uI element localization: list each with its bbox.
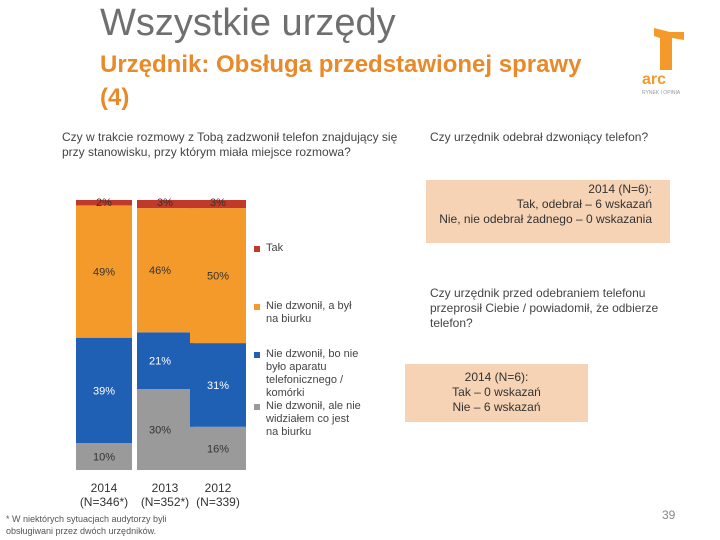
bar-segment-2013-4 — [137, 200, 193, 209]
category-label-2014: 2014 — [91, 481, 118, 495]
answered-info-box: 2014 (N=6): Tak, odebrał – 6 wskazań Nie… — [426, 180, 670, 243]
legend-label-on-desk: Nie dzwonił, a był na biurku — [266, 300, 352, 325]
bar-segment-2013-3 — [137, 208, 193, 333]
arc-logo: arc RYNEK I OPINIA — [636, 18, 696, 98]
box2-line-1: 2014 (N=6): — [464, 370, 529, 384]
legend-item-tak: Tak — [254, 242, 364, 255]
bar-segment-2012-3 — [190, 208, 246, 344]
value-label-2013-3: 46% — [149, 265, 171, 277]
page-number: 39 — [662, 508, 676, 522]
category-subtitle-2013: (N=352*) — [141, 495, 189, 509]
bar-segment-2013-1 — [137, 389, 193, 470]
page-subtitle: Urzędnik: Obsługa przedstawionej sprawy … — [100, 51, 582, 111]
value-label-2014-1: 10% — [93, 452, 115, 464]
category-subtitle-2014: (N=346*) — [80, 495, 128, 509]
legend-label-no-phone: Nie dzwonił, bo nie było aparatu telefon… — [266, 348, 359, 399]
box1-line-1: 2014 (N=6): — [588, 182, 652, 196]
value-label-2014-4: 2% — [96, 197, 112, 209]
bar-segment-2012-2 — [190, 343, 246, 427]
bar-segment-2012-4 — [190, 200, 246, 209]
legend-swatch-on-desk — [254, 304, 260, 310]
page-title: Wszystkie urzędy — [100, 2, 396, 44]
legend-item-no-phone: Nie dzwonił, bo nie było aparatu telefon… — [254, 348, 364, 400]
legend-swatch-not-seen — [254, 404, 260, 410]
value-label-2012-3: 50% — [207, 271, 229, 283]
question-apologized: Czy urzędnik przed odebraniem telefonu p… — [430, 286, 659, 330]
legend-item-on-desk: Nie dzwonił, a był na biurku — [254, 300, 364, 326]
box2-line-3: Nie – 6 wskazań — [452, 400, 541, 414]
question-answered: Czy urzędnik odebrał dzwoniący telefon? — [430, 130, 649, 144]
bar-segment-2014-1 — [76, 443, 132, 470]
value-label-2014-3: 49% — [93, 267, 115, 279]
legend-label-not-seen: Nie dzwonił, ale nie widziałem co jest n… — [266, 400, 361, 438]
box2-line-2: Tak – 0 wskazań — [452, 385, 541, 399]
bar-segment-2014-4 — [76, 200, 132, 206]
apologized-info-box: 2014 (N=6): Tak – 0 wskazań Nie – 6 wska… — [405, 364, 588, 422]
value-label-2013-1: 30% — [149, 425, 171, 437]
value-label-2012-1: 16% — [207, 443, 229, 455]
logo-text: arc — [642, 71, 666, 88]
logo-graphic: arc RYNEK I OPINIA — [642, 28, 684, 96]
value-label-2013-4: 3% — [157, 197, 173, 209]
category-label-2013: 2013 — [152, 481, 179, 495]
footnote: * W niektórych sytuacjach audytorzy byli… — [6, 514, 167, 536]
legend-swatch-no-phone — [254, 352, 260, 358]
bar-segment-2014-3 — [76, 205, 132, 338]
value-label-2012-2: 31% — [207, 380, 229, 392]
value-label-2012-4: 3% — [210, 197, 226, 209]
chart-legend: Tak Nie dzwonił, a był na biurku Nie dzw… — [254, 242, 364, 439]
category-subtitle-2012: (N=339) — [196, 495, 240, 509]
legend-item-not-seen: Nie dzwonił, ale nie widziałem co jest n… — [254, 400, 364, 439]
legend-label-tak: Tak — [266, 242, 284, 254]
question-main: Czy w trakcie rozmowy z Tobą zadzwonił t… — [62, 130, 398, 159]
box1-line-2: Tak, odebrał – 6 wskazań — [516, 197, 652, 211]
value-label-2013-2: 21% — [149, 356, 171, 368]
value-label-2014-2: 39% — [93, 385, 115, 397]
bar-segment-2014-2 — [76, 337, 132, 443]
logo-subtext: RYNEK I OPINIA — [642, 90, 681, 96]
category-label-2012: 2012 — [205, 481, 232, 495]
bar-segment-2013-2 — [137, 332, 193, 389]
bar-segment-2012-1 — [190, 426, 246, 470]
box1-line-3: Nie, nie odebrał żadnego – 0 wskazania — [439, 212, 652, 226]
legend-swatch-tak — [254, 246, 260, 252]
